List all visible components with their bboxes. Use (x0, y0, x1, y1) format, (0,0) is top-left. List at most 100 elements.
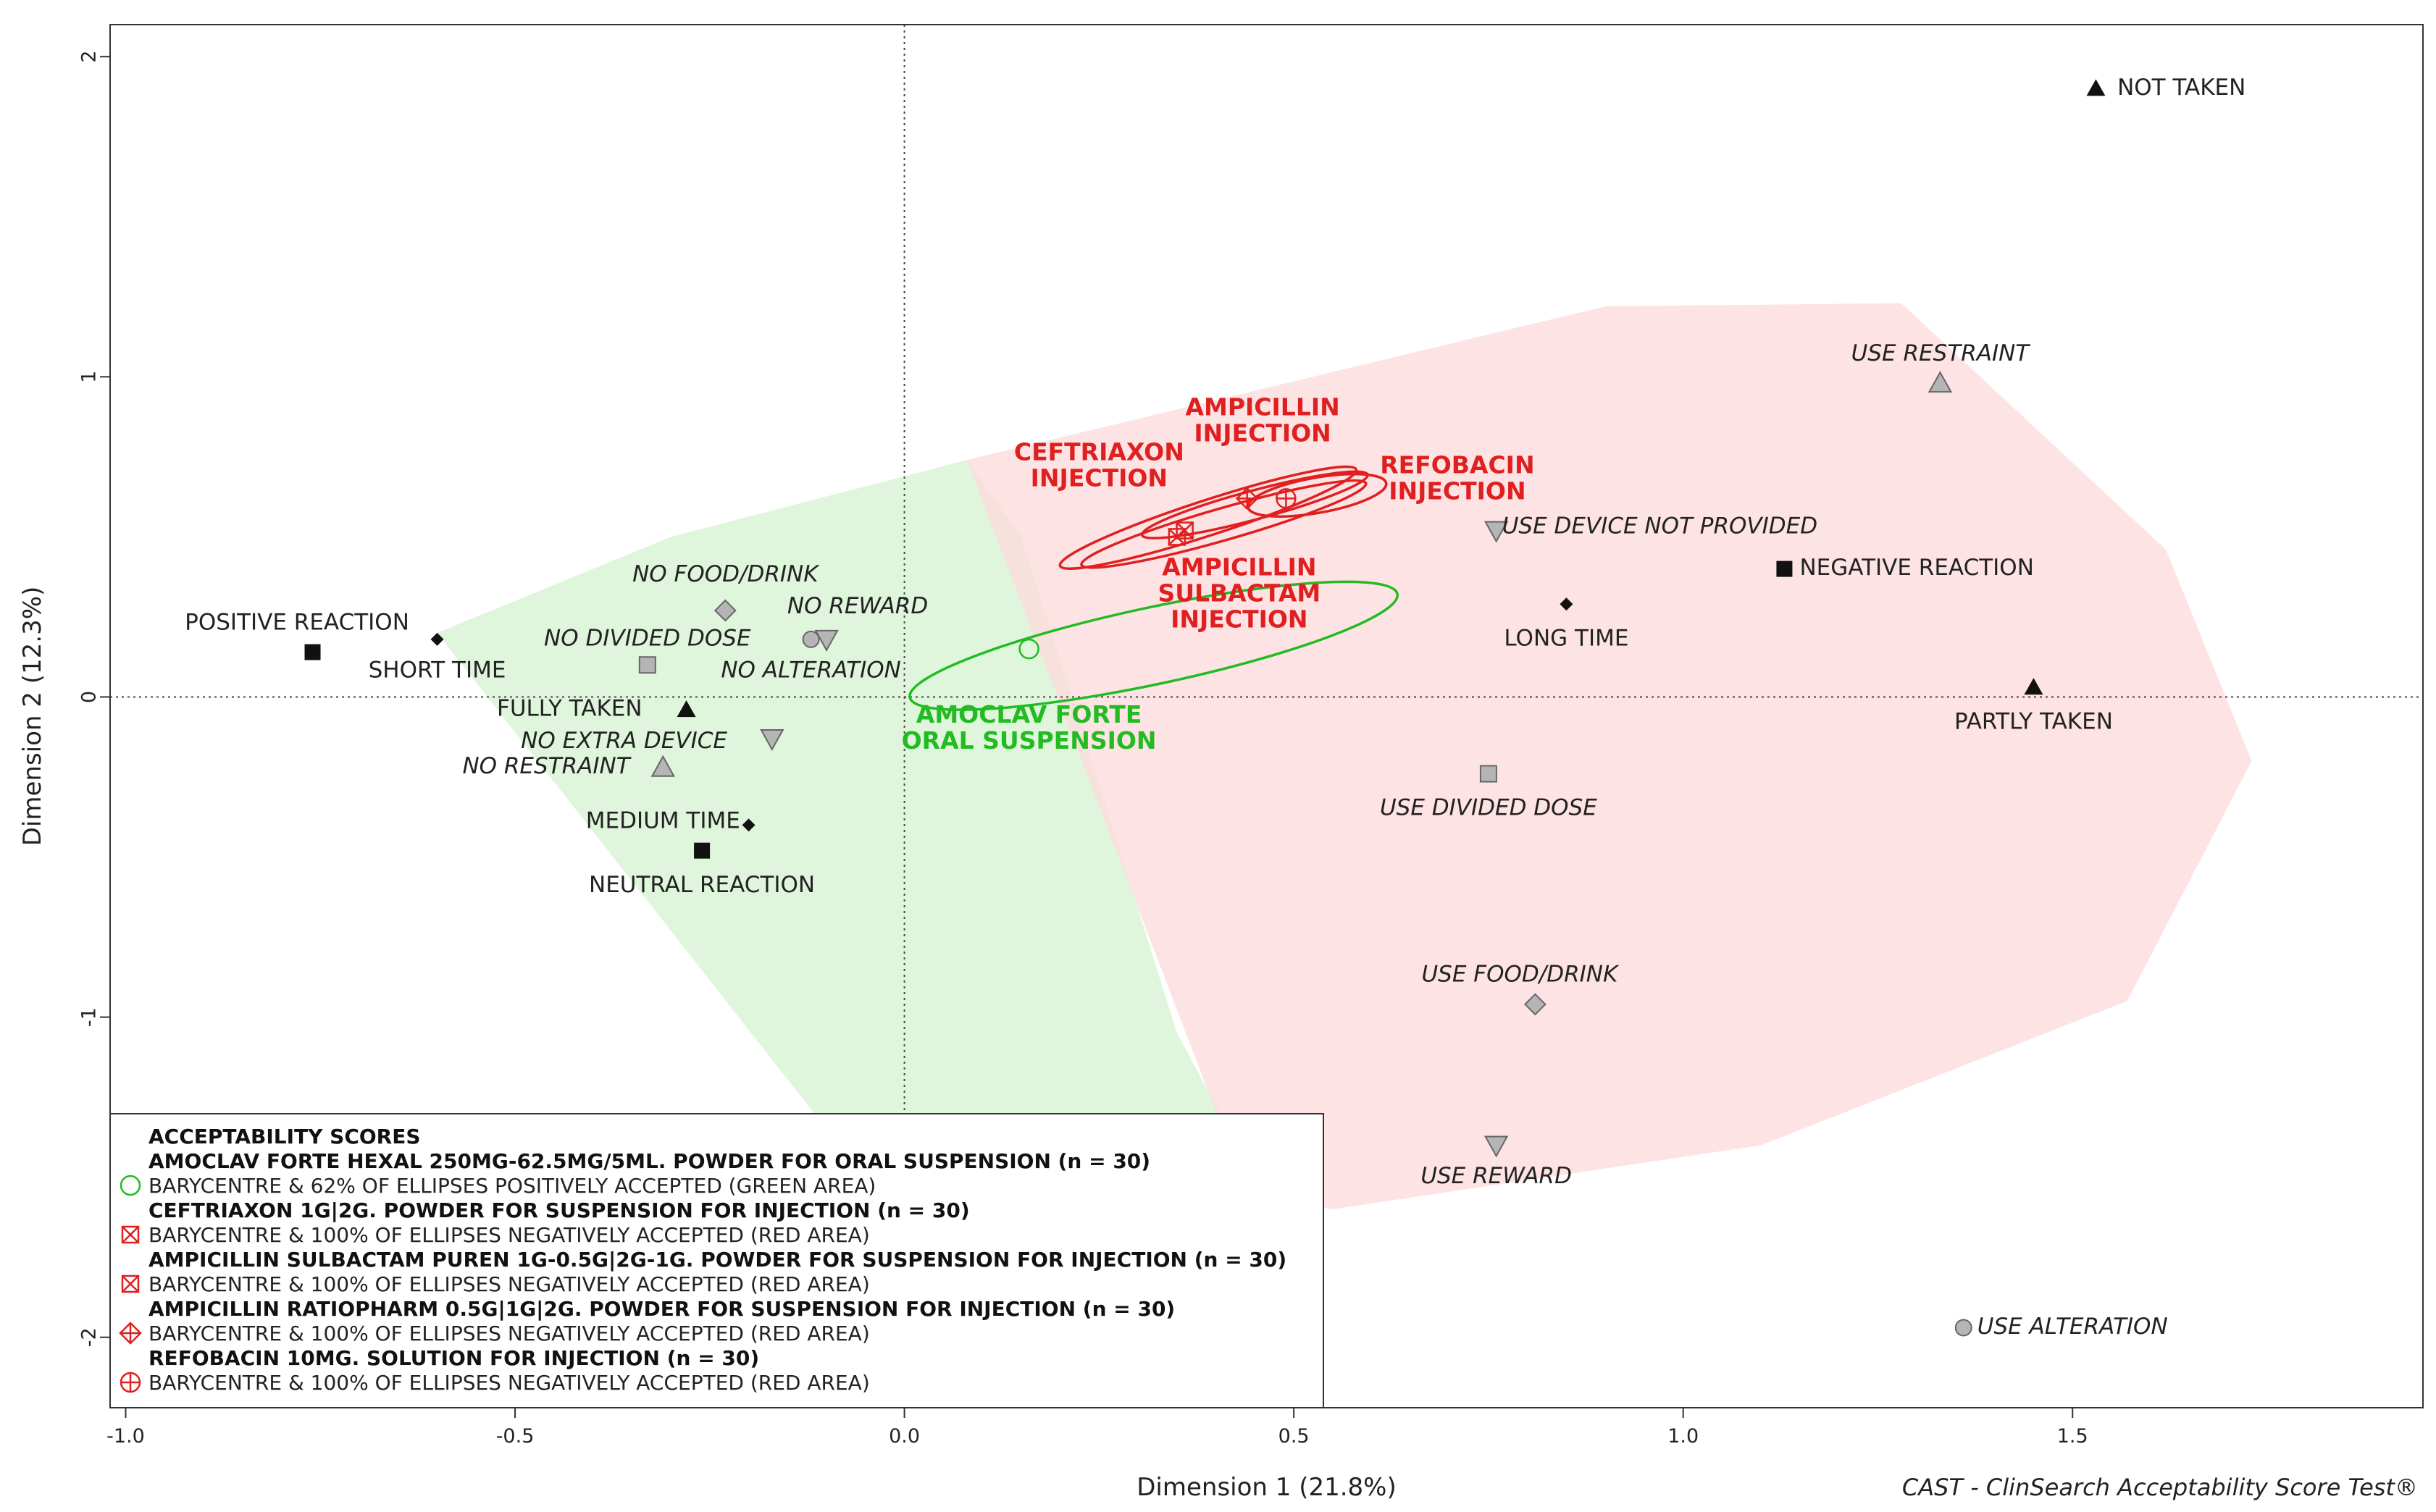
category-label: SHORT TIME (369, 658, 506, 684)
legend-description: BARYCENTRE & 100% OF ELLIPSES NEGATIVELY… (148, 1272, 870, 1296)
credit-text: CAST - ClinSearch Acceptability Score Te… (1902, 1474, 2418, 1501)
x-tick-label: 0.5 (1278, 1425, 1310, 1448)
category-point (742, 818, 756, 832)
ceftriaxon-ellipse (1058, 465, 1358, 570)
category-label: NOT TAKEN (2117, 75, 2245, 101)
y-axis-title: Dimension 2 (12.3%) (18, 587, 47, 847)
legend-product-name: CEFTRIAXON 1G|2G. POWDER FOR SUSPENSION … (148, 1198, 970, 1222)
category-point (677, 700, 696, 718)
product-markers (1018, 487, 1297, 660)
refobacin-label: REFOBACIN (1380, 450, 1534, 479)
category-label: NO DIVIDED DOSE (544, 625, 751, 651)
y-tick-label: 2 (78, 51, 101, 63)
category-point (814, 629, 839, 652)
category-point (1776, 560, 1793, 577)
category-label: NO ALTERATION (721, 658, 901, 684)
category-point (1523, 993, 1546, 1016)
category-point (430, 632, 444, 646)
category-point (1954, 1319, 1972, 1337)
category-points (304, 79, 2106, 1337)
category-point (1928, 371, 1953, 393)
x-tick-label: -0.5 (496, 1425, 535, 1448)
category-point (694, 842, 711, 859)
category-point (802, 630, 820, 648)
legend-marker (119, 1322, 142, 1345)
category-label: NO EXTRA DEVICE (521, 728, 727, 754)
y-tick-label: 0 (78, 691, 101, 703)
legend-product-name: REFOBACIN 10MG. SOLUTION FOR INJECTION (… (148, 1346, 759, 1370)
category-point (304, 644, 321, 660)
legend-description: BARYCENTRE & 100% OF ELLIPSES NEGATIVELY… (148, 1371, 870, 1395)
category-labels: POSITIVE REACTION SHORT TIME NO FOOD/DRINK… (185, 75, 2245, 1340)
legend-description: BARYCENTRE & 100% OF ELLIPSES NEGATIVELY… (148, 1322, 870, 1345)
refobacin-barycentre (1276, 488, 1297, 509)
category-label: USE RESTRAINT (1851, 340, 2031, 366)
amoclav-ellipse (908, 580, 1399, 711)
category-label: NO FOOD/DRINK (632, 561, 820, 587)
category-point (638, 656, 656, 674)
category-point (2024, 678, 2043, 695)
category-point (1483, 521, 1509, 543)
y-tick-label: -2 (78, 1327, 101, 1347)
legend-box (109, 1113, 1324, 1408)
category-label: USE FOOD/DRINK (1421, 962, 1619, 988)
legend-marker (120, 1175, 141, 1196)
category-label: POSITIVE REACTION (185, 609, 409, 635)
ceftriaxon-label: CEFTRIAXON (1014, 438, 1184, 466)
category-label: PARTLY TAKEN (1954, 708, 2113, 734)
x-tick-label: 0.0 (889, 1425, 920, 1448)
legend: ACCEPTABILITY SCORES AMOCLAV FORTE HEXAL… (109, 1113, 1324, 1408)
category-label: NO RESTRAINT (462, 753, 631, 779)
legend-marker (121, 1274, 140, 1293)
category-label: MEDIUM TIME (586, 807, 740, 833)
category-label: NEUTRAL REACTION (589, 872, 815, 898)
amoclav-label: ORAL SUSPENSION (902, 726, 1157, 755)
legend-product-name: AMPICILLIN SULBACTAM PUREN 1G-0.5G|2G-1G… (148, 1248, 1286, 1272)
legend-title: ACCEPTABILITY SCORES (148, 1125, 421, 1148)
ampicillin-sulbactam-label: AMPICILLIN (1162, 553, 1316, 581)
negative-area (966, 303, 2252, 1209)
category-point (1479, 765, 1497, 783)
legend-product-name: AMOCLAV FORTE HEXAL 250MG-62.5MG/5ML. PO… (148, 1149, 1150, 1173)
amoclav-barycentre (1018, 638, 1039, 660)
category-label: USE DEVICE NOT PROVIDED (1502, 513, 1817, 539)
category-point (1483, 1135, 1509, 1158)
reference-lines (110, 25, 2423, 1408)
ampicillin-barycentre (1235, 487, 1259, 511)
ampicillin-sulbactam-label: SULBACTAM (1158, 579, 1320, 607)
y-tick-label: 1 (78, 371, 101, 383)
legend-product-name: AMPICILLIN RATIOPHARM 0.5G|1G|2G. POWDER… (148, 1297, 1175, 1321)
category-point (713, 599, 737, 622)
category-label: USE DIVIDED DOSE (1380, 795, 1597, 821)
ampicillin-sulbactam-ellipse (1080, 479, 1368, 569)
category-point (2086, 79, 2106, 96)
x-tick-label: -1.0 (106, 1425, 145, 1448)
category-label: LONG TIME (1504, 625, 1628, 651)
legend-marker (120, 1372, 141, 1393)
legend-description: BARYCENTRE & 62% OF ELLIPSES POSITIVELY … (148, 1174, 876, 1198)
category-label: NO REWARD (787, 593, 928, 619)
product-ellipses (908, 465, 1399, 711)
amoclav-label: AMOCLAV FORTE (916, 700, 1142, 728)
y-axis: -2 -1 0 1 2 (78, 51, 110, 1347)
category-point (650, 755, 676, 777)
ampicillin-label: AMPICILLIN (1185, 393, 1339, 421)
refobacin-label: INJECTION (1389, 476, 1525, 505)
x-tick-label: 1.0 (1667, 1425, 1699, 1448)
ampicillin-label: INJECTION (1194, 419, 1331, 448)
category-label: USE REWARD (1420, 1163, 1572, 1189)
ampicillin-sulbactam-label: INJECTION (1171, 605, 1307, 633)
x-axis-title: Dimension 1 (21.8%) (1137, 1473, 1397, 1502)
category-label: NEGATIVE REACTION (1799, 555, 2033, 581)
x-tick-label: 1.5 (2057, 1425, 2088, 1448)
category-label: USE ALTERATION (1977, 1314, 2168, 1340)
ceftriaxon-label: INJECTION (1031, 464, 1168, 492)
legend-description: BARYCENTRE & 100% OF ELLIPSES NEGATIVELY… (148, 1223, 870, 1247)
ampicillin-sulbactam-barycentre (1168, 528, 1186, 546)
y-tick-label: -1 (78, 1007, 101, 1027)
category-label: FULLY TAKEN (497, 696, 643, 722)
category-point (760, 728, 784, 752)
category-point (1560, 597, 1573, 611)
